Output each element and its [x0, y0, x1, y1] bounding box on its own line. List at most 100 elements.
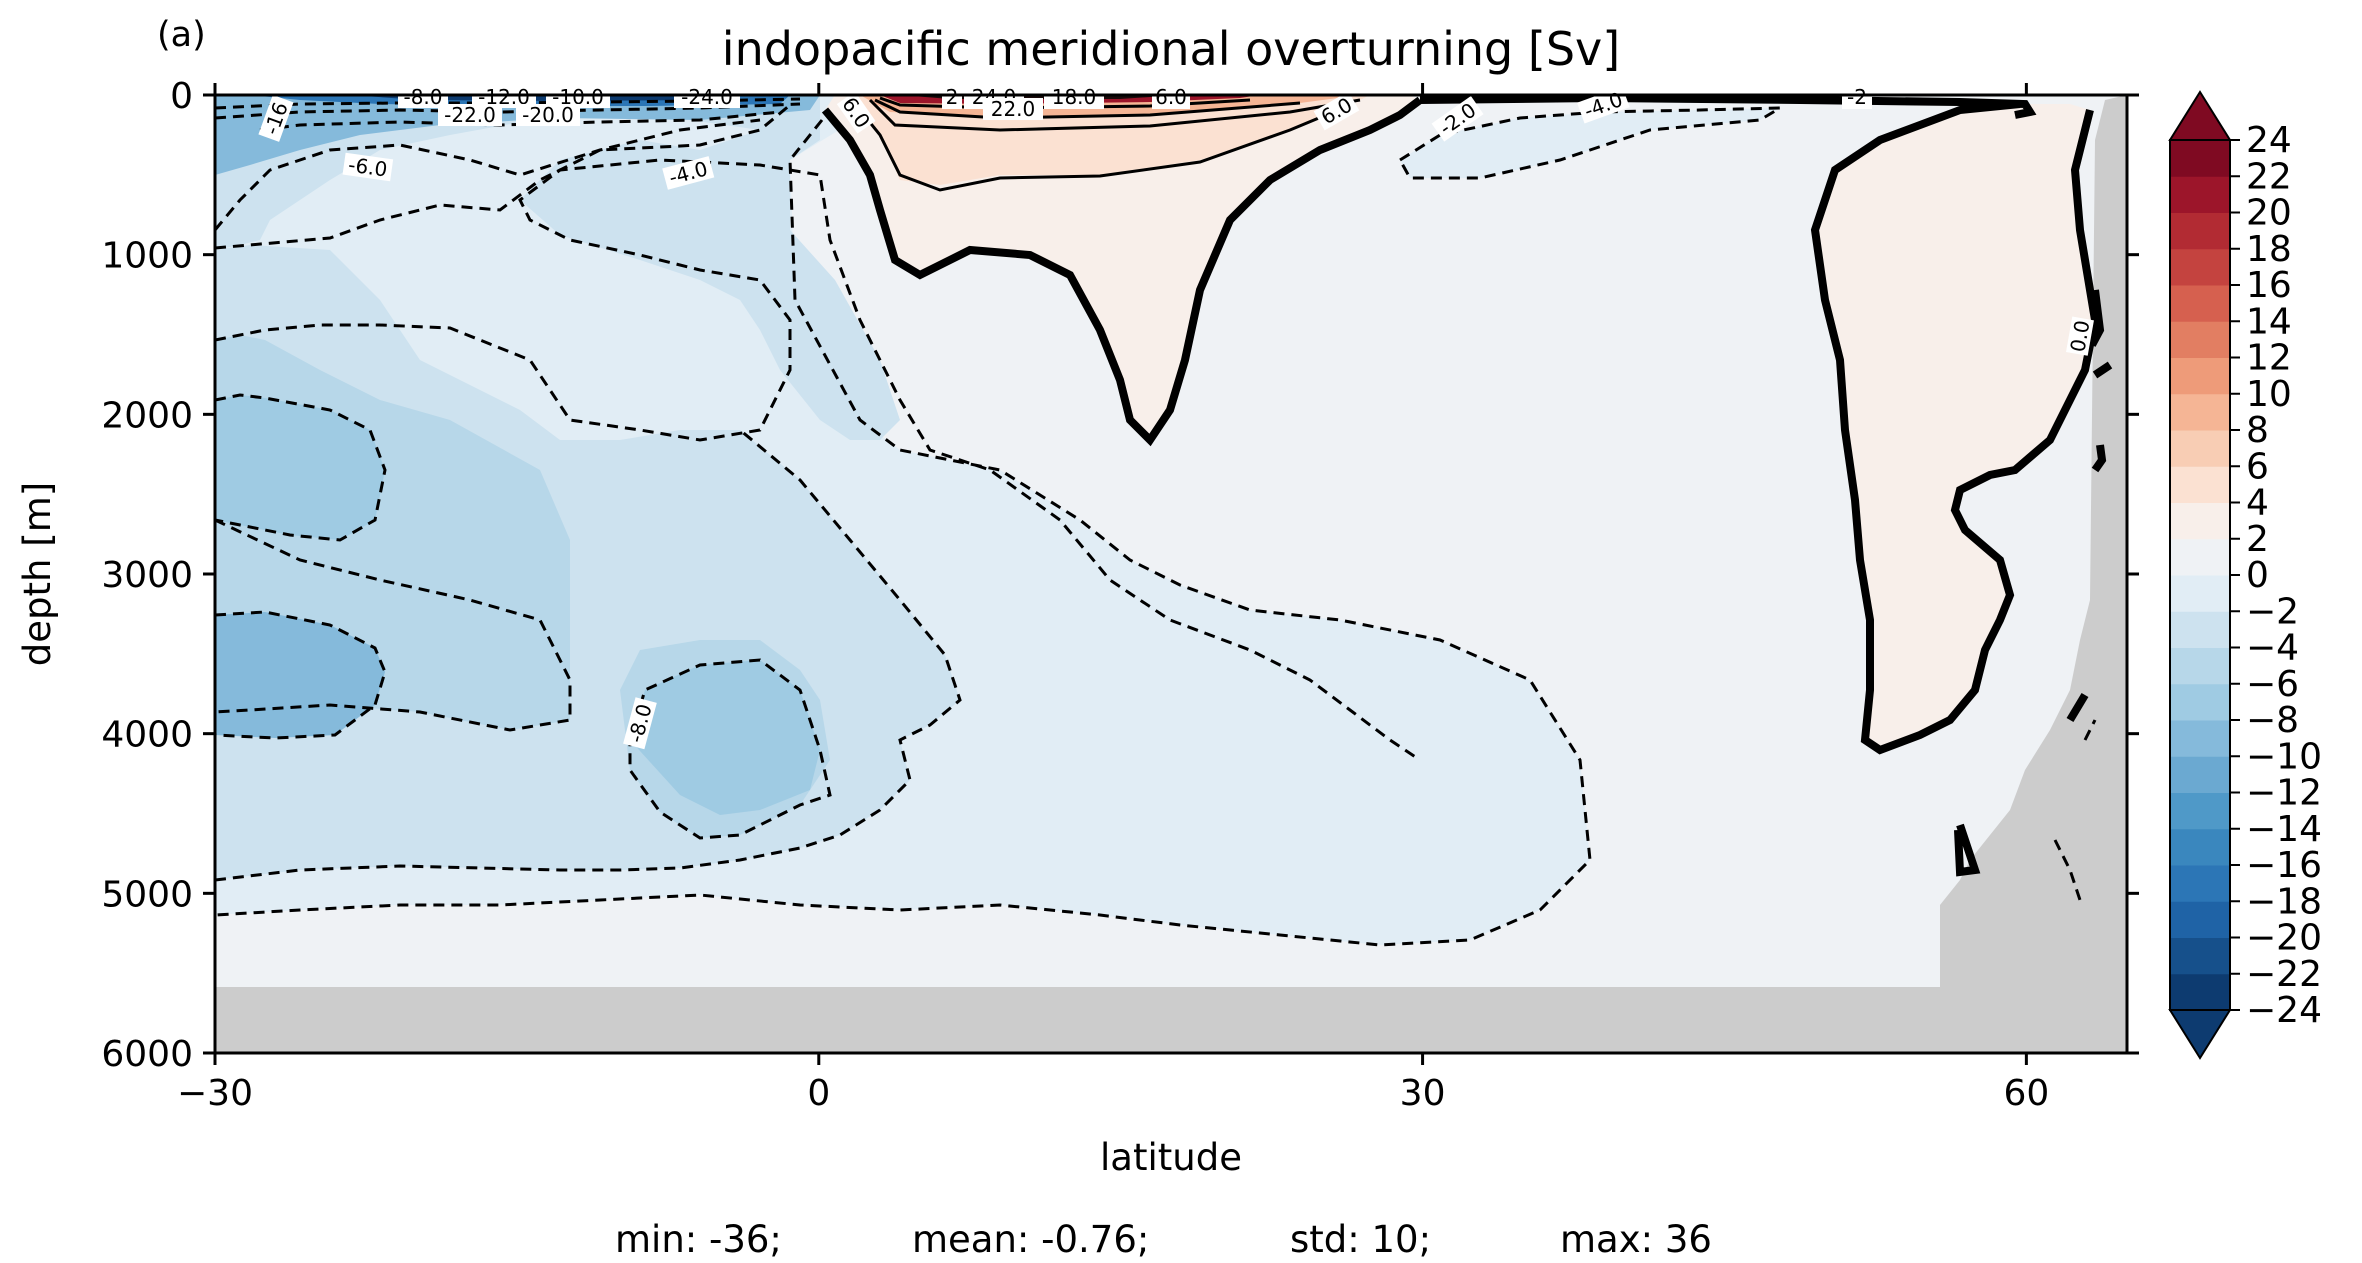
colorbar-tick-label: −24 [2246, 990, 2322, 1031]
zero-contour-south-north [1954, 823, 1981, 877]
zero-contour-east-4 [2066, 692, 2089, 723]
contour-minus2-north [1397, 106, 1786, 180]
colorbar-tick-label: −12 [2246, 773, 2322, 814]
contour-minus8-equator [628, 658, 832, 840]
colorbar-band [2170, 212, 2230, 250]
x-tick-label: 0 [807, 1073, 830, 1114]
contour-minus6-shallow [215, 118, 761, 231]
x-tick-label: −30 [177, 1073, 253, 1114]
colorbar-tick-label: 20 [2246, 193, 2292, 234]
north-positive [1815, 104, 2095, 750]
colorbar-tick-label: −20 [2246, 918, 2322, 959]
colorbar-tick-label: 0 [2246, 555, 2269, 596]
contour-pos-2 [858, 103, 1351, 192]
zero-contour-east-1 [2088, 289, 2105, 347]
colorbar-tick-label: −6 [2246, 664, 2299, 705]
colorbar-band [2170, 865, 2230, 902]
contour-label-text: 22.0 [991, 97, 1036, 121]
y-tick-label: 2000 [101, 395, 193, 436]
contour-minus4-upper [215, 103, 791, 250]
contour-label-text: -24.0 [681, 85, 733, 109]
positive-cell [825, 95, 1420, 440]
dashed-contours [215, 97, 2097, 947]
contour-north-deep-2 [2083, 719, 2097, 741]
colorbar-extend-top [2168, 90, 2232, 141]
stat-min: min: -36; [615, 1218, 782, 1261]
stats-line: min: -36; mean: -0.76; std: 10; max: 36 [615, 1218, 1712, 1261]
contour-label-text: -6.0 [347, 152, 389, 181]
x-tick-label: 60 [2003, 1073, 2049, 1114]
zero-contour-north [1810, 100, 2100, 755]
colorbar-band [2170, 321, 2230, 358]
stat-mean: mean: -0.76; [912, 1218, 1149, 1261]
stat-max: max: 36 [1560, 1218, 1712, 1261]
contour-label: -22.0 [438, 103, 502, 127]
colorbar-tick-label: −22 [2246, 954, 2322, 995]
contour-label-text: 2 [946, 85, 959, 109]
colorbar-band [2170, 683, 2230, 721]
colorbar-tick-label: −18 [2246, 881, 2322, 922]
y-tick-label: 4000 [101, 715, 193, 756]
colorbar-tick-label: −16 [2246, 845, 2322, 886]
x-tick-label: 30 [1400, 1073, 1446, 1114]
colorbar-band [2170, 248, 2230, 286]
contour-label: -20.0 [516, 103, 580, 127]
colorbar-tick-label: 8 [2246, 410, 2269, 451]
contour-label-text: 18.0 [1052, 85, 1097, 109]
y-axis: 0 1000 2000 3000 4000 5000 6000 [101, 76, 2139, 1075]
colorbar-tick-label: −14 [2246, 809, 2322, 850]
contour-pos-4 [868, 98, 1361, 132]
x-axis: −30 0 30 60 [177, 83, 2049, 1114]
colorbar-band [2170, 502, 2230, 540]
contour-label: 18.0 [1044, 85, 1104, 109]
colorbar-band [2170, 937, 2230, 975]
y-axis-label: depth [m] [16, 482, 59, 666]
contour-minus4-lower [215, 428, 962, 882]
y-tick-label: 5000 [101, 874, 193, 915]
colorbar-tick-label: 18 [2246, 229, 2292, 270]
colorbar-band [2170, 720, 2230, 757]
colorbar-band [2170, 756, 2230, 793]
contour-label: -8.0 [398, 85, 448, 109]
colorbar-tick-label: 24 [2246, 120, 2292, 161]
y-tick-label: 6000 [101, 1034, 193, 1075]
x-axis-label: latitude [1100, 1136, 1242, 1179]
colorbar-tick-label: 12 [2246, 338, 2292, 379]
colorbar-tick-label: −10 [2246, 736, 2322, 777]
panel-label: (a) [157, 15, 206, 55]
colorbar-tick-label: −4 [2246, 628, 2299, 669]
colorbar-band [2170, 611, 2230, 648]
colorbar-tick-label: −2 [2246, 591, 2299, 632]
contour-minus10-south [215, 610, 387, 740]
colorbar-tick-label: 6 [2246, 446, 2269, 487]
contour-label-text: -22.0 [444, 103, 496, 127]
band-minus8-south [215, 395, 385, 540]
band-minus8-equator [630, 660, 820, 815]
contour-label: 6.0 [1152, 85, 1190, 109]
colorbar-band [2170, 357, 2230, 395]
contour-label: 2 [942, 85, 962, 109]
contour-minus6-south [215, 393, 387, 542]
plot-area [215, 95, 2127, 1053]
colorbar-tick-label: 22 [2246, 156, 2292, 197]
colorbar-band [2170, 285, 2230, 322]
colorbar-band [2170, 647, 2230, 685]
contour-label: 22.0 [983, 97, 1043, 121]
contour-label: 0.0 [2065, 316, 2095, 356]
colorbar-band [2170, 430, 2230, 467]
zero-contour-tropical [821, 96, 1423, 447]
colorbar-band [2170, 176, 2230, 213]
contour-minus6-mid [215, 518, 572, 732]
colorbar-band [2170, 575, 2230, 612]
colorbar-band [2170, 140, 2230, 177]
colorbar-tick-label: 10 [2246, 374, 2292, 415]
band-minus10-south [215, 612, 385, 738]
zero-contour-east-3 [2091, 444, 2107, 473]
y-tick-label: 3000 [101, 555, 193, 596]
colorbar: 242220181614121086420−2−4−6−8−10−12−14−1… [2168, 90, 2322, 1060]
contour-labels: -8.0 -12.0 -10.0 -24.0 -16 -22.0 -20.0 -… [258, 85, 2095, 750]
contour-label-text: 6.0 [1155, 85, 1187, 109]
colorbar-band [2170, 466, 2230, 503]
colorbar-band [2170, 538, 2230, 576]
colorbar-tick-label: 2 [2246, 519, 2269, 560]
